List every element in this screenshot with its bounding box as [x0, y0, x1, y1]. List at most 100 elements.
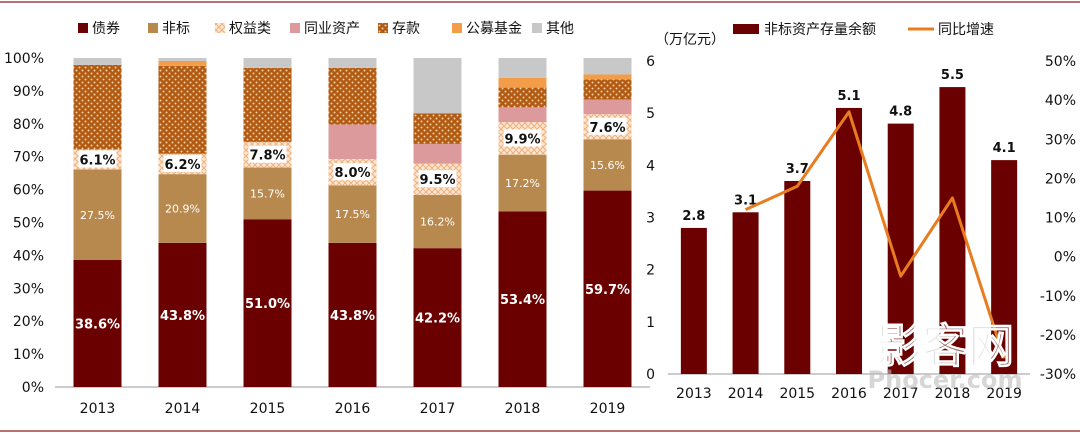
bar-segment: [243, 167, 292, 220]
bar-label: 4.1: [993, 141, 1016, 156]
y-tick-right-left: 2: [646, 263, 655, 279]
legend-label-5: 公募基金: [466, 20, 522, 37]
bar-label: 7.8%: [249, 149, 285, 164]
bar-label: 6.1%: [79, 153, 115, 168]
bar: [784, 180, 811, 374]
bar-segment: [328, 124, 377, 160]
legend-swatch-0: [78, 23, 88, 33]
unit-label: （万亿元）: [655, 32, 725, 48]
bar-label: 15.6%: [590, 159, 625, 172]
y-tick-left: 70%: [13, 150, 44, 166]
legend-swatch-6: [532, 23, 542, 33]
bar-label: 16.2%: [420, 216, 455, 229]
bar-segment: [413, 113, 462, 144]
bar-segment: [413, 248, 462, 387]
legend-label-bar: 非标资产存量余额: [764, 21, 876, 38]
x-tick-right: 2016: [831, 386, 867, 402]
y-tick-left: 0%: [22, 380, 44, 396]
bar-label: 17.2%: [505, 177, 540, 190]
legend-swatch-2: [215, 23, 225, 33]
bar-segment: [413, 194, 462, 249]
bar-segment: [583, 99, 632, 115]
y-tick-right-right: 20%: [1045, 171, 1076, 187]
bar-label: 27.5%: [80, 209, 115, 222]
y-tick-right-left: 4: [646, 158, 655, 174]
bar-segment: [158, 174, 207, 243]
bar-label: 7.6%: [589, 121, 625, 136]
legend-swatch-1: [148, 23, 158, 33]
bar: [836, 107, 862, 374]
bar-label: 59.7%: [585, 283, 630, 298]
x-tick-left: 2018: [505, 401, 541, 417]
bar-segment: [583, 139, 632, 191]
label-bg: [78, 150, 117, 168]
bar-segment: [413, 143, 462, 164]
x-tick-right: 2013: [676, 386, 712, 402]
bar-segment: [328, 242, 377, 387]
label-bg: [418, 170, 457, 188]
x-tick-left: 2016: [335, 401, 371, 417]
y-tick-right-left: 3: [646, 211, 655, 227]
legend-label-0: 债券: [92, 21, 120, 37]
bar-label: 2.8: [682, 209, 705, 224]
bar-label: 42.2%: [415, 312, 460, 327]
bar-segment: [413, 58, 462, 114]
y-tick-left: 30%: [13, 281, 44, 297]
bar-segment: [498, 107, 547, 123]
bar-segment: [158, 60, 207, 66]
watermark-sub: Phocer.com: [868, 366, 1023, 394]
bar-segment: [583, 58, 632, 75]
y-tick-left: 20%: [13, 314, 44, 330]
bar-segment: [158, 65, 207, 154]
bar-label: 5.1: [837, 89, 860, 104]
y-tick-left: 10%: [13, 347, 44, 363]
bar-segment: [328, 58, 377, 68]
label-bg: [333, 163, 372, 181]
bar-label: 20.9%: [165, 203, 200, 216]
label-bg: [588, 117, 627, 135]
bar-label: 3.7: [786, 162, 809, 177]
bar-segment: [158, 242, 207, 387]
y-tick-right-right: -10%: [1040, 289, 1076, 305]
y-tick-right-left: 0: [646, 367, 655, 383]
legend-label-line: 同比增速: [938, 22, 994, 38]
bar-label: 3.1: [734, 193, 757, 208]
legend-label-6: 其他: [546, 21, 574, 37]
bar-segment: [328, 67, 377, 125]
y-tick-right-right: -20%: [1040, 328, 1076, 344]
y-tick-right-left: 6: [646, 54, 655, 70]
watermark-main: 影客网: [876, 319, 1014, 373]
right-combo-chart: （万亿元） 非标资产存量余额 同比增速 0 1 2 3 4 5 6 -30% -20% -10% 0% 10…: [646, 21, 1076, 402]
x-tick-right: 2019: [986, 386, 1022, 402]
legend-label-2: 权益类: [229, 21, 271, 37]
bar: [991, 160, 1018, 374]
y-tick-left: 40%: [13, 248, 44, 264]
legend-label-1: 非标: [162, 21, 190, 37]
bar-segment: [498, 87, 547, 108]
bar-segment: [73, 169, 122, 261]
y-tick-left: 50%: [13, 216, 44, 232]
legend-swatch-4: [378, 23, 388, 33]
bar-segment: [498, 77, 547, 88]
y-tick-right-right: 50%: [1045, 54, 1076, 70]
legend-label-4: 存款: [392, 21, 420, 37]
y-tick-right-left: 5: [646, 106, 655, 122]
bar: [732, 212, 759, 374]
bar-segment: [243, 58, 292, 68]
x-tick-right: 2015: [779, 386, 815, 402]
x-tick-right: 2018: [935, 386, 971, 402]
bar-segment: [498, 154, 547, 212]
label-bg: [163, 154, 202, 172]
bar-segment: [498, 58, 547, 78]
y-tick-right-right: 40%: [1045, 93, 1076, 109]
x-tick-left: 2015: [250, 401, 286, 417]
x-tick-right: 2014: [728, 386, 764, 402]
bar: [939, 87, 966, 374]
x-tick-left: 2019: [590, 401, 626, 417]
bar-segment: [73, 64, 122, 150]
bar-label: 9.5%: [419, 173, 455, 188]
legend-swatch-3: [290, 23, 300, 33]
bar-segment: [243, 219, 292, 387]
bar-segment: [583, 79, 632, 100]
